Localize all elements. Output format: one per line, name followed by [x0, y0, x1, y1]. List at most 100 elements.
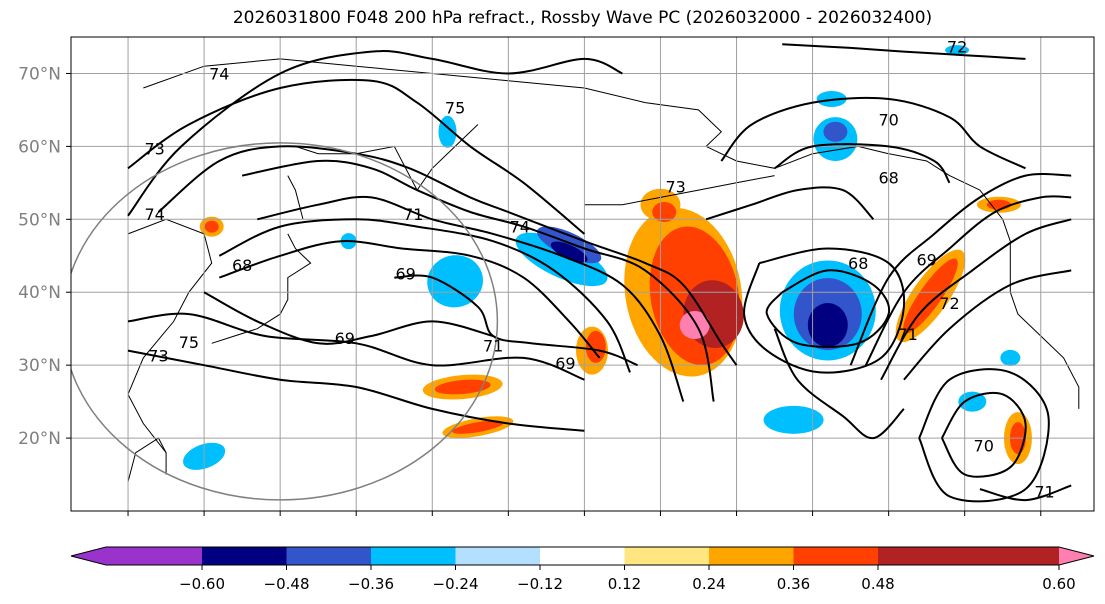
- fill-region: [550, 241, 588, 263]
- colorbar-tick-label: −0.60: [179, 575, 225, 593]
- map-figure: 72 74 75 70 73 68 73 71 74 74 69 72 68 68 69 71 69 71 75 73…: [18, 36, 1095, 516]
- refractivity-contour: [941, 391, 1027, 478]
- lat-tick-label: 40°N: [18, 283, 61, 303]
- gridlines: [71, 37, 1094, 511]
- lat-tick-label: 60°N: [18, 137, 61, 157]
- refractivity-contour: [782, 43, 1026, 60]
- map-frame: [70, 36, 1095, 512]
- refractivity-contour: [880, 218, 1072, 381]
- colorbar-band: [624, 547, 710, 565]
- contour-label: 71: [403, 205, 423, 224]
- fill-region: [807, 303, 848, 348]
- colorbar-extend-high: [1059, 547, 1094, 565]
- colorbar-extend-low: [71, 547, 106, 565]
- contour-label: 69: [395, 264, 415, 283]
- colorbar-tick-label: 0.36: [777, 575, 810, 593]
- colorbar-band: [540, 547, 625, 565]
- contour-layer: [127, 43, 1072, 503]
- colorbar-tick-label: −0.36: [348, 575, 394, 593]
- contour-label: 73: [144, 140, 164, 159]
- contour-label: 68: [878, 169, 898, 188]
- coastline: [211, 233, 312, 344]
- refractivity-contour: [864, 195, 1072, 366]
- contour-label: 72: [939, 294, 959, 313]
- range-circle-layer: [71, 142, 499, 501]
- colorbar-band: [371, 547, 456, 565]
- refractivity-contour: [979, 484, 1072, 502]
- longitude-axis: 120°E130°E140°E150°E160°E170°E180°W170°W…: [127, 511, 1042, 516]
- refractivity-contour: [394, 274, 638, 367]
- range-circle: [71, 142, 499, 501]
- colorbar-tick-label: 0.12: [608, 575, 641, 593]
- fill-region: [652, 202, 677, 223]
- contour-label: 75: [179, 333, 199, 352]
- refractivity-contour: [127, 349, 585, 432]
- latitude-axis: 70°N 60°N 50°N 40°N 30°N 20°N: [18, 64, 71, 449]
- refractivity-contour: [774, 143, 951, 184]
- colorbar-outline: [70, 546, 1095, 566]
- colorbar-band: [878, 547, 1060, 565]
- colorbar-band: [202, 547, 287, 565]
- contour-label: 75: [445, 99, 465, 118]
- contour-label: 72: [947, 37, 967, 56]
- colorbar-band: [286, 547, 372, 565]
- refractivity-contour: [918, 368, 1050, 503]
- refractivity-contour: [903, 269, 1072, 381]
- refractivity-contour: [773, 328, 905, 440]
- colorbar-tick-label: −0.12: [517, 575, 563, 593]
- refractivity-contour: [218, 240, 601, 359]
- fill-region: [1000, 349, 1021, 366]
- lat-tick-label: 50°N: [18, 210, 61, 230]
- contour-label: 71: [1034, 482, 1054, 501]
- refractivity-contour: [705, 186, 875, 221]
- lat-tick-label: 70°N: [18, 64, 61, 84]
- coastline: [143, 58, 646, 104]
- colorbar-band: [709, 547, 794, 565]
- fill-region: [986, 199, 1011, 210]
- refractivity-contour: [127, 50, 623, 217]
- coastline: [127, 218, 213, 454]
- refractivity-contour: [157, 145, 738, 366]
- colorbar-tick-label: 0.48: [861, 575, 894, 593]
- coastline: [295, 124, 479, 192]
- refractivity-contour: [241, 159, 715, 402]
- contour-label: 69: [555, 354, 575, 373]
- coastline: [1002, 219, 1080, 409]
- refractivity-contour: [127, 78, 586, 235]
- fill-region: [434, 379, 491, 395]
- fill-region: [903, 258, 958, 334]
- refractivity-contour: [257, 195, 685, 402]
- contour-label: 69: [335, 329, 355, 348]
- contour-label: 74: [209, 64, 229, 83]
- refractivity-contour: [743, 247, 906, 374]
- lat-tick-label: 20°N: [18, 429, 61, 449]
- contour-label: 74: [144, 205, 164, 224]
- refractivity-contour: [127, 312, 585, 381]
- colorbar-tick-label: −0.24: [433, 575, 479, 593]
- colorbar-band: [455, 547, 541, 565]
- colorbar-band: [793, 547, 879, 565]
- fill-region: [679, 311, 710, 340]
- lat-tick-label: 30°N: [18, 356, 61, 376]
- colorbar-tick-label: −0.48: [264, 575, 310, 593]
- contour-label: 73: [665, 177, 685, 196]
- fill-region: [452, 420, 504, 434]
- contour-label: 68: [232, 256, 252, 275]
- fill-region: [585, 330, 606, 363]
- fill-region: [427, 255, 483, 308]
- refractivity-contour: [765, 269, 891, 348]
- fill-region: [945, 45, 970, 56]
- contour-label: 70: [974, 436, 994, 455]
- colorbar-tick-label: 0.24: [692, 575, 725, 593]
- contour-label: 71: [483, 336, 503, 355]
- refractivity-contour: [849, 172, 1072, 366]
- fill-region: [204, 220, 219, 233]
- contour-label: 74: [510, 218, 530, 237]
- fill-region: [823, 121, 848, 142]
- refractivity-contour: [218, 218, 631, 373]
- colorbar-band: [106, 547, 203, 565]
- coastline: [584, 175, 775, 206]
- fill-region: [958, 391, 987, 412]
- contour-label: 73: [148, 347, 168, 366]
- refractivity-contour: [720, 96, 1026, 170]
